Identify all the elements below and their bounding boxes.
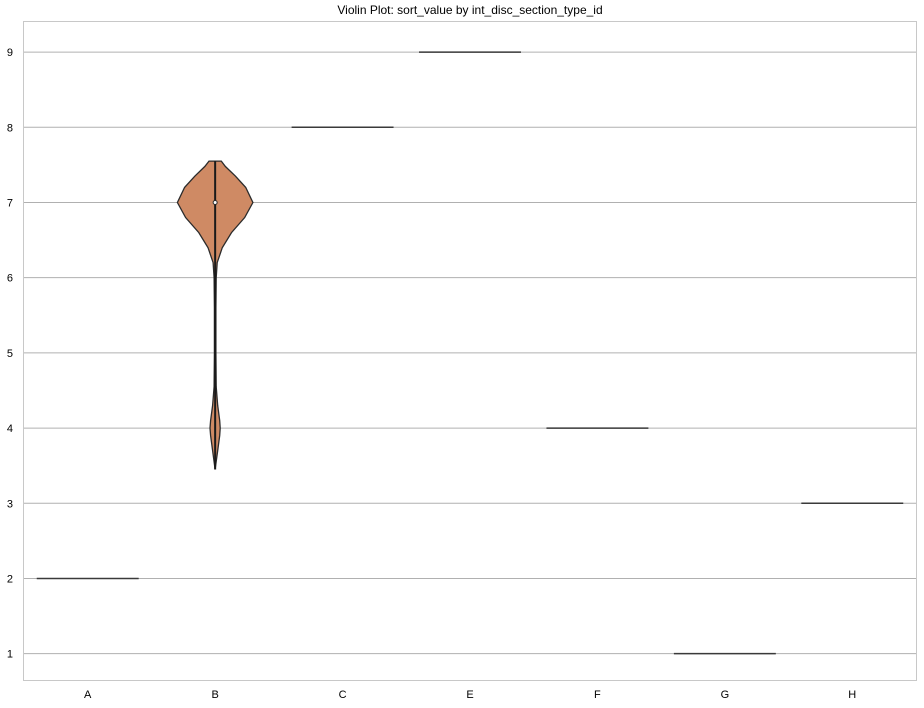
plot-frame	[23, 21, 917, 681]
y-tick-label: 7	[7, 197, 13, 209]
y-tick-label: 2	[7, 573, 13, 585]
y-axis-ticks: 1 2 3 4 5 6 7 8 9	[7, 47, 13, 661]
x-tick-label: C	[339, 689, 347, 701]
x-tick-label: A	[84, 689, 92, 701]
y-tick-label: 6	[7, 273, 13, 285]
x-tick-label: F	[594, 689, 601, 701]
y-tick-label: 4	[7, 423, 13, 435]
x-tick-label: G	[721, 689, 730, 701]
x-tick-label: B	[211, 689, 218, 701]
grid-lines	[24, 51, 916, 655]
x-tick-label: E	[466, 689, 473, 701]
y-tick-label: 9	[7, 47, 13, 59]
violin-marks	[36, 51, 904, 655]
chart-title: Violin Plot: sort_value by int_disc_sect…	[337, 3, 602, 17]
y-tick-label: 3	[7, 498, 13, 510]
y-tick-label: 8	[7, 122, 13, 134]
y-tick-label: 5	[7, 348, 13, 360]
x-tick-label: H	[848, 689, 856, 701]
violin-B-median	[212, 199, 218, 205]
y-tick-label: 1	[7, 649, 13, 661]
